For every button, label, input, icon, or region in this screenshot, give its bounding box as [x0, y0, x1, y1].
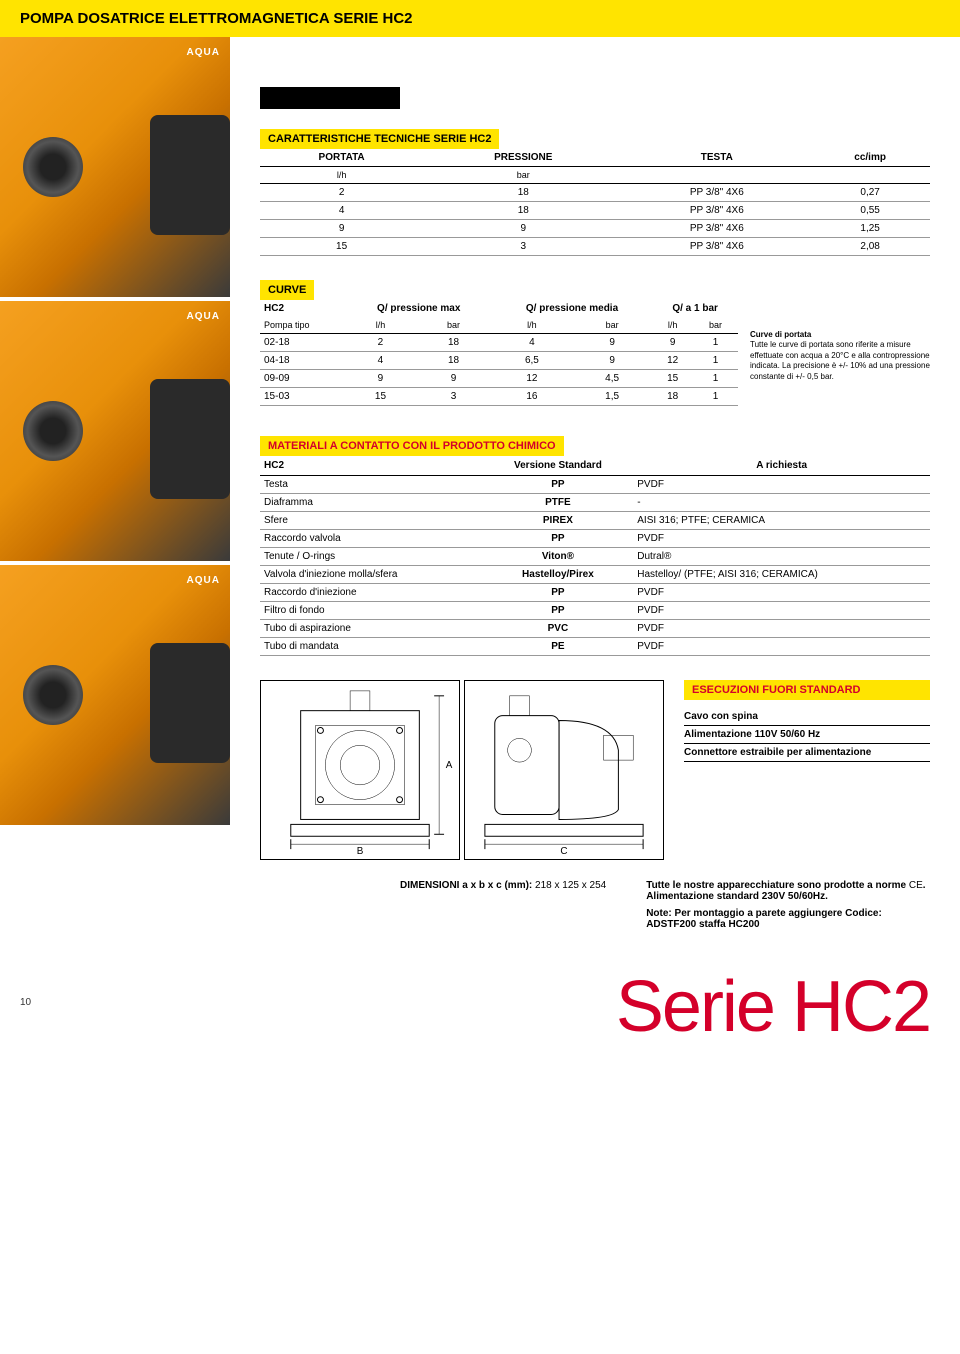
table-row: Raccordo d'iniezionePPPVDF	[260, 584, 930, 602]
drawing-side: C	[464, 680, 664, 860]
esecuzioni-box: ESECUZIONI FUORI STANDARD Cavo con spina…	[684, 680, 930, 762]
black-bar	[260, 87, 400, 109]
table-row: Tubo di aspirazionePVCPVDF	[260, 620, 930, 638]
table-row: 218PP 3/8" 4X60,27	[260, 184, 930, 202]
exec-item: Cavo con spina	[684, 708, 930, 726]
dim-c-label: C	[560, 846, 567, 857]
caratteristiche-header: CARATTERISTICHE TECNICHE SERIE HC2	[260, 129, 499, 149]
materiali-table: HC2 Versione Standard A richiesta TestaP…	[260, 456, 930, 656]
brand-label: AQUA	[187, 575, 220, 586]
technical-drawings: B A C	[260, 680, 664, 860]
exec-item: Alimentazione 110V 50/60 Hz	[684, 726, 930, 744]
curve-header: CURVE	[260, 280, 314, 300]
table-row: DiaframmaPTFE-	[260, 494, 930, 512]
table-row: TestaPPPVDF	[260, 476, 930, 494]
notes-text: Tutte le nostre apparecchiature sono pro…	[646, 880, 930, 936]
table-row: Valvola d'iniezione molla/sferaHastelloy…	[260, 566, 930, 584]
drawing-front: B A	[260, 680, 460, 860]
caratteristiche-table: PORTATA PRESSIONE TESTA cc/imp l/h bar 2…	[260, 149, 930, 256]
dim-b-label: B	[357, 846, 364, 857]
table-row: 99PP 3/8" 4X61,25	[260, 220, 930, 238]
page-title: POMPA DOSATRICE ELETTROMAGNETICA SERIE H…	[20, 10, 940, 27]
table-row: 09-0999124,5151	[260, 370, 738, 388]
page-header: POMPA DOSATRICE ELETTROMAGNETICA SERIE H…	[0, 0, 960, 37]
table-row: 153PP 3/8" 4X62,08	[260, 238, 930, 256]
table-row: 418PP 3/8" 4X60,55	[260, 202, 930, 220]
pump-image-1: AQUA	[0, 37, 230, 297]
table-row: Tenute / O-ringsViton®Dutral®	[260, 548, 930, 566]
curve-model: HC2	[260, 300, 346, 317]
materiali-header: MATERIALI A CONTATTO CON IL PRODOTTO CHI…	[260, 436, 564, 456]
col-portata: PORTATA	[260, 149, 423, 167]
pump-image-3: AQUA	[0, 565, 230, 825]
table-row: 04-184186,59121	[260, 352, 738, 370]
table-row: Filtro di fondoPPPVDF	[260, 602, 930, 620]
dimensioni-text: DIMENSIONI a x b x c (mm): 218 x 125 x 2…	[260, 880, 606, 936]
dim-a-label: A	[446, 760, 453, 771]
brand-label: AQUA	[187, 311, 220, 322]
table-row: 02-182184991	[260, 334, 738, 352]
page-number: 10	[20, 997, 31, 1008]
col-testa: TESTA	[623, 149, 810, 167]
table-row: Tubo di mandataPEPVDF	[260, 638, 930, 656]
col-ccimp: cc/imp	[810, 149, 930, 167]
pump-image-2: AQUA	[0, 301, 230, 561]
curve-note: Curve di portata Tutte le curve di porta…	[750, 300, 930, 406]
product-images: AQUA AQUA AQUA	[0, 37, 230, 829]
esecuzioni-header: ESECUZIONI FUORI STANDARD	[684, 680, 930, 700]
table-row: SferePIREXAISI 316; PTFE; CERAMICA	[260, 512, 930, 530]
curve-table: HC2 Q/ pressione max Q/ pressione media …	[260, 300, 738, 406]
brand-label: AQUA	[187, 47, 220, 58]
col-pressione: PRESSIONE	[423, 149, 623, 167]
table-row: 15-03153161,5181	[260, 388, 738, 406]
exec-item: Connettore estraibile per alimentazione	[684, 744, 930, 762]
table-row: Raccordo valvolaPPPVDF	[260, 530, 930, 548]
series-label: Serie HC2	[0, 966, 960, 1048]
